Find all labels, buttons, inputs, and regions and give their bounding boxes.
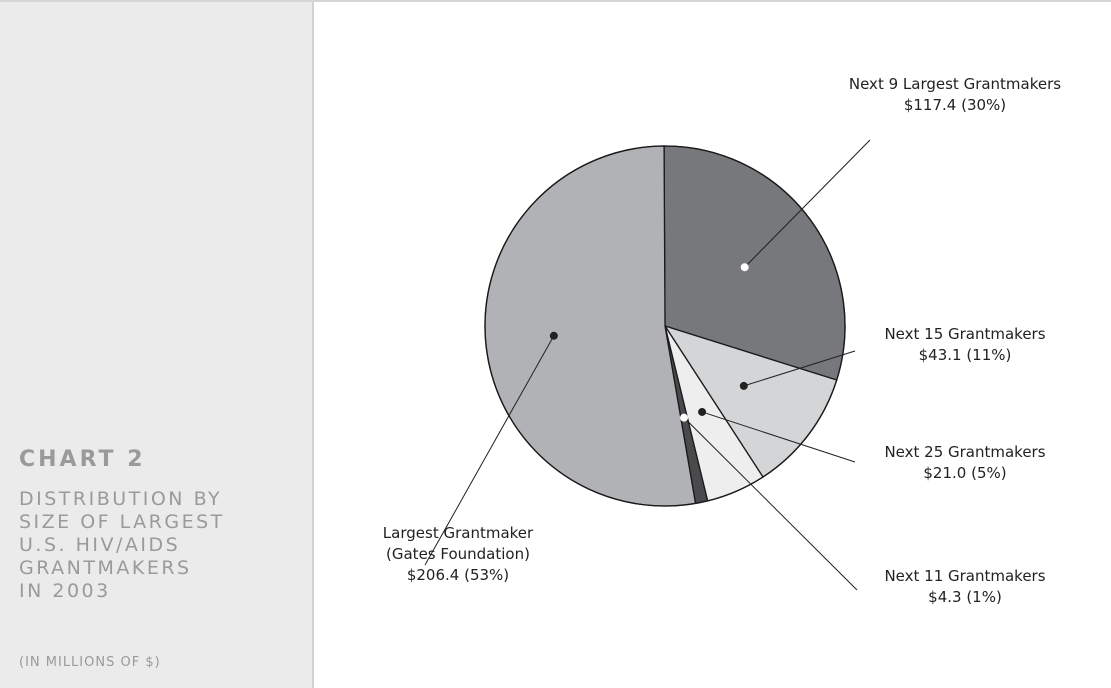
chart-unit: (IN MILLIONS OF $) xyxy=(19,655,161,670)
leader-line xyxy=(683,417,858,591)
slice-name-label: Next 15 Grantmakers xyxy=(884,325,1045,343)
chart-number: CHART 2 xyxy=(19,447,146,472)
top-rule xyxy=(0,0,1111,2)
slice-value-label: $21.0 (5%) xyxy=(923,464,1006,482)
slice-value-label: $206.4 (53%) xyxy=(407,566,509,584)
slice-name-label: (Gates Foundation) xyxy=(386,545,530,563)
slice-value-label: $4.3 (1%) xyxy=(928,588,1002,606)
slice-marker xyxy=(739,381,748,390)
chart-title: DISTRIBUTION BY SIZE OF LARGEST U.S. HIV… xyxy=(19,488,225,602)
slice-marker xyxy=(680,413,689,422)
leader-line xyxy=(424,335,555,566)
slice-name-label: Next 9 Largest Grantmakers xyxy=(849,75,1061,93)
slice-name-label: Next 25 Grantmakers xyxy=(884,443,1045,461)
leader-line xyxy=(744,139,871,268)
slice-marker xyxy=(698,407,707,416)
pie-slice xyxy=(484,145,697,507)
slice-name-label: Largest Grantmaker xyxy=(383,524,534,542)
leader-line xyxy=(701,411,856,463)
sidebar-panel: CHART 2 DISTRIBUTION BY SIZE OF LARGEST … xyxy=(0,2,314,688)
slice-marker xyxy=(549,331,558,340)
slice-value-label: $43.1 (11%) xyxy=(919,346,1012,364)
slice-name-label: Next 11 Grantmakers xyxy=(884,567,1045,585)
slice-value-label: $117.4 (30%) xyxy=(904,96,1006,114)
slice-marker xyxy=(740,263,749,272)
leader-line xyxy=(743,350,856,387)
pie-outline xyxy=(484,145,846,507)
